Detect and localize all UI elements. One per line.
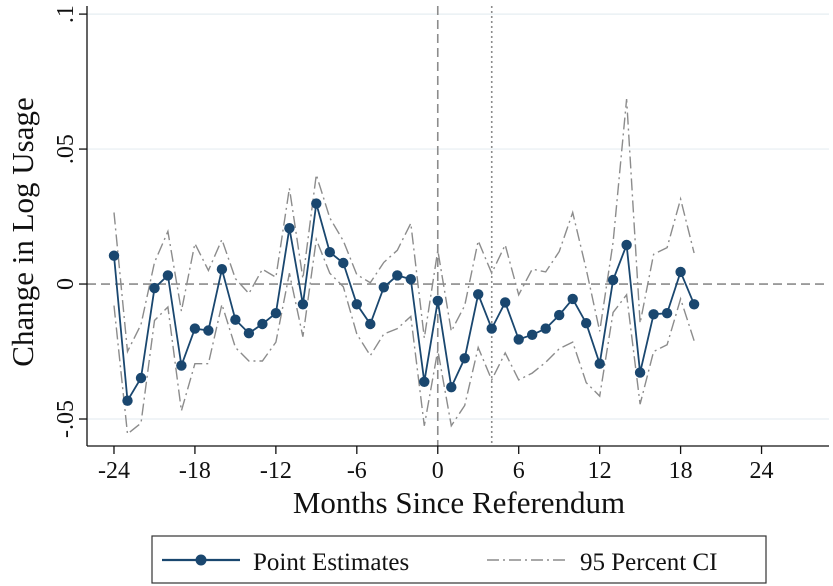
point-marker-1 — [122, 395, 133, 406]
ci-line-lower — [113, 236, 695, 436]
point-marker-39 — [634, 367, 646, 378]
legend-ci: 95 Percent CI — [487, 549, 717, 576]
point-marker-25 — [446, 382, 457, 393]
point-marker-34 — [567, 293, 578, 305]
point-marker-19 — [365, 318, 376, 330]
point-marker-7 — [203, 325, 214, 336]
point-marker-23 — [419, 376, 430, 387]
point-marker-17 — [338, 257, 349, 269]
point-marker-37 — [607, 274, 619, 286]
point-marker-20 — [378, 282, 389, 293]
point-estimates-line — [113, 203, 695, 404]
point-marker-33 — [554, 309, 565, 321]
x-tick-label-1: -18 — [179, 458, 211, 484]
legend: Point Estimates 95 Percent CI — [151, 535, 767, 584]
point-marker-28 — [486, 323, 497, 334]
point-marker-15 — [311, 198, 322, 209]
point-marker-22 — [405, 274, 416, 285]
x-axis-title: Months Since Referendum — [293, 485, 625, 520]
point-marker-0 — [108, 250, 120, 261]
y-tick-label-1: 0 — [53, 278, 79, 290]
legend-label-point-estimates: Point Estimates — [253, 549, 409, 576]
point-marker-21 — [392, 270, 403, 281]
x-tick-label-5: 6 — [513, 458, 525, 484]
x-tick-label-8: 24 — [750, 458, 774, 484]
point-marker-36 — [594, 358, 605, 369]
point-marker-16 — [324, 247, 335, 258]
legend-point-estimates: Point Estimates — [162, 549, 409, 576]
point-marker-40 — [648, 309, 659, 320]
point-marker-11 — [257, 318, 268, 330]
point-marker-35 — [581, 318, 592, 329]
point-marker-24 — [432, 295, 443, 306]
y-tick-label-2: .05 — [53, 134, 79, 164]
x-tick-label-2: -12 — [260, 458, 292, 484]
point-marker-31 — [527, 329, 538, 340]
y-tick-label-0: -.05 — [53, 400, 79, 438]
x-tick-label-7: 18 — [669, 458, 693, 484]
point-marker-41 — [661, 308, 673, 319]
y-axis-title: Change in Log Usage — [5, 97, 40, 366]
legend-label-ci: 95 Percent CI — [580, 549, 717, 576]
y-tick-label-3: .1 — [53, 5, 79, 23]
point-marker-5 — [176, 360, 187, 371]
point-marker-27 — [473, 289, 484, 300]
axes: -24 -18 -12 -6 0 6 12 18 24 -.05 0 .05 .1 — [53, 5, 829, 484]
x-tick-label-3: -6 — [347, 458, 367, 484]
point-marker-10 — [243, 328, 255, 339]
point-marker-43 — [688, 299, 700, 310]
point-marker-2 — [135, 372, 147, 384]
x-tick-label-6: 12 — [588, 458, 612, 484]
point-marker-6 — [189, 323, 201, 334]
point-marker-13 — [284, 223, 295, 234]
ci-line-upper — [113, 99, 695, 354]
point-marker-38 — [621, 239, 632, 251]
point-marker-4 — [162, 270, 174, 281]
x-tick-label-4: 0 — [432, 458, 444, 484]
point-marker-29 — [500, 297, 511, 308]
point-marker-30 — [513, 334, 524, 345]
point-marker-14 — [297, 299, 309, 310]
point-marker-26 — [459, 353, 470, 364]
point-series — [108, 198, 700, 406]
point-marker-32 — [540, 323, 551, 334]
x-tick-label-0: -24 — [98, 458, 130, 484]
legend-point-marker — [195, 554, 207, 566]
point-marker-3 — [149, 282, 160, 294]
reference-lines — [87, 6, 829, 446]
point-marker-18 — [351, 299, 362, 310]
grid-layer — [87, 13, 829, 420]
point-marker-9 — [230, 314, 241, 325]
point-marker-12 — [270, 308, 282, 319]
point-marker-8 — [216, 264, 228, 275]
legend-box — [151, 535, 767, 584]
point-marker-42 — [675, 266, 686, 278]
ci-series — [113, 99, 695, 436]
